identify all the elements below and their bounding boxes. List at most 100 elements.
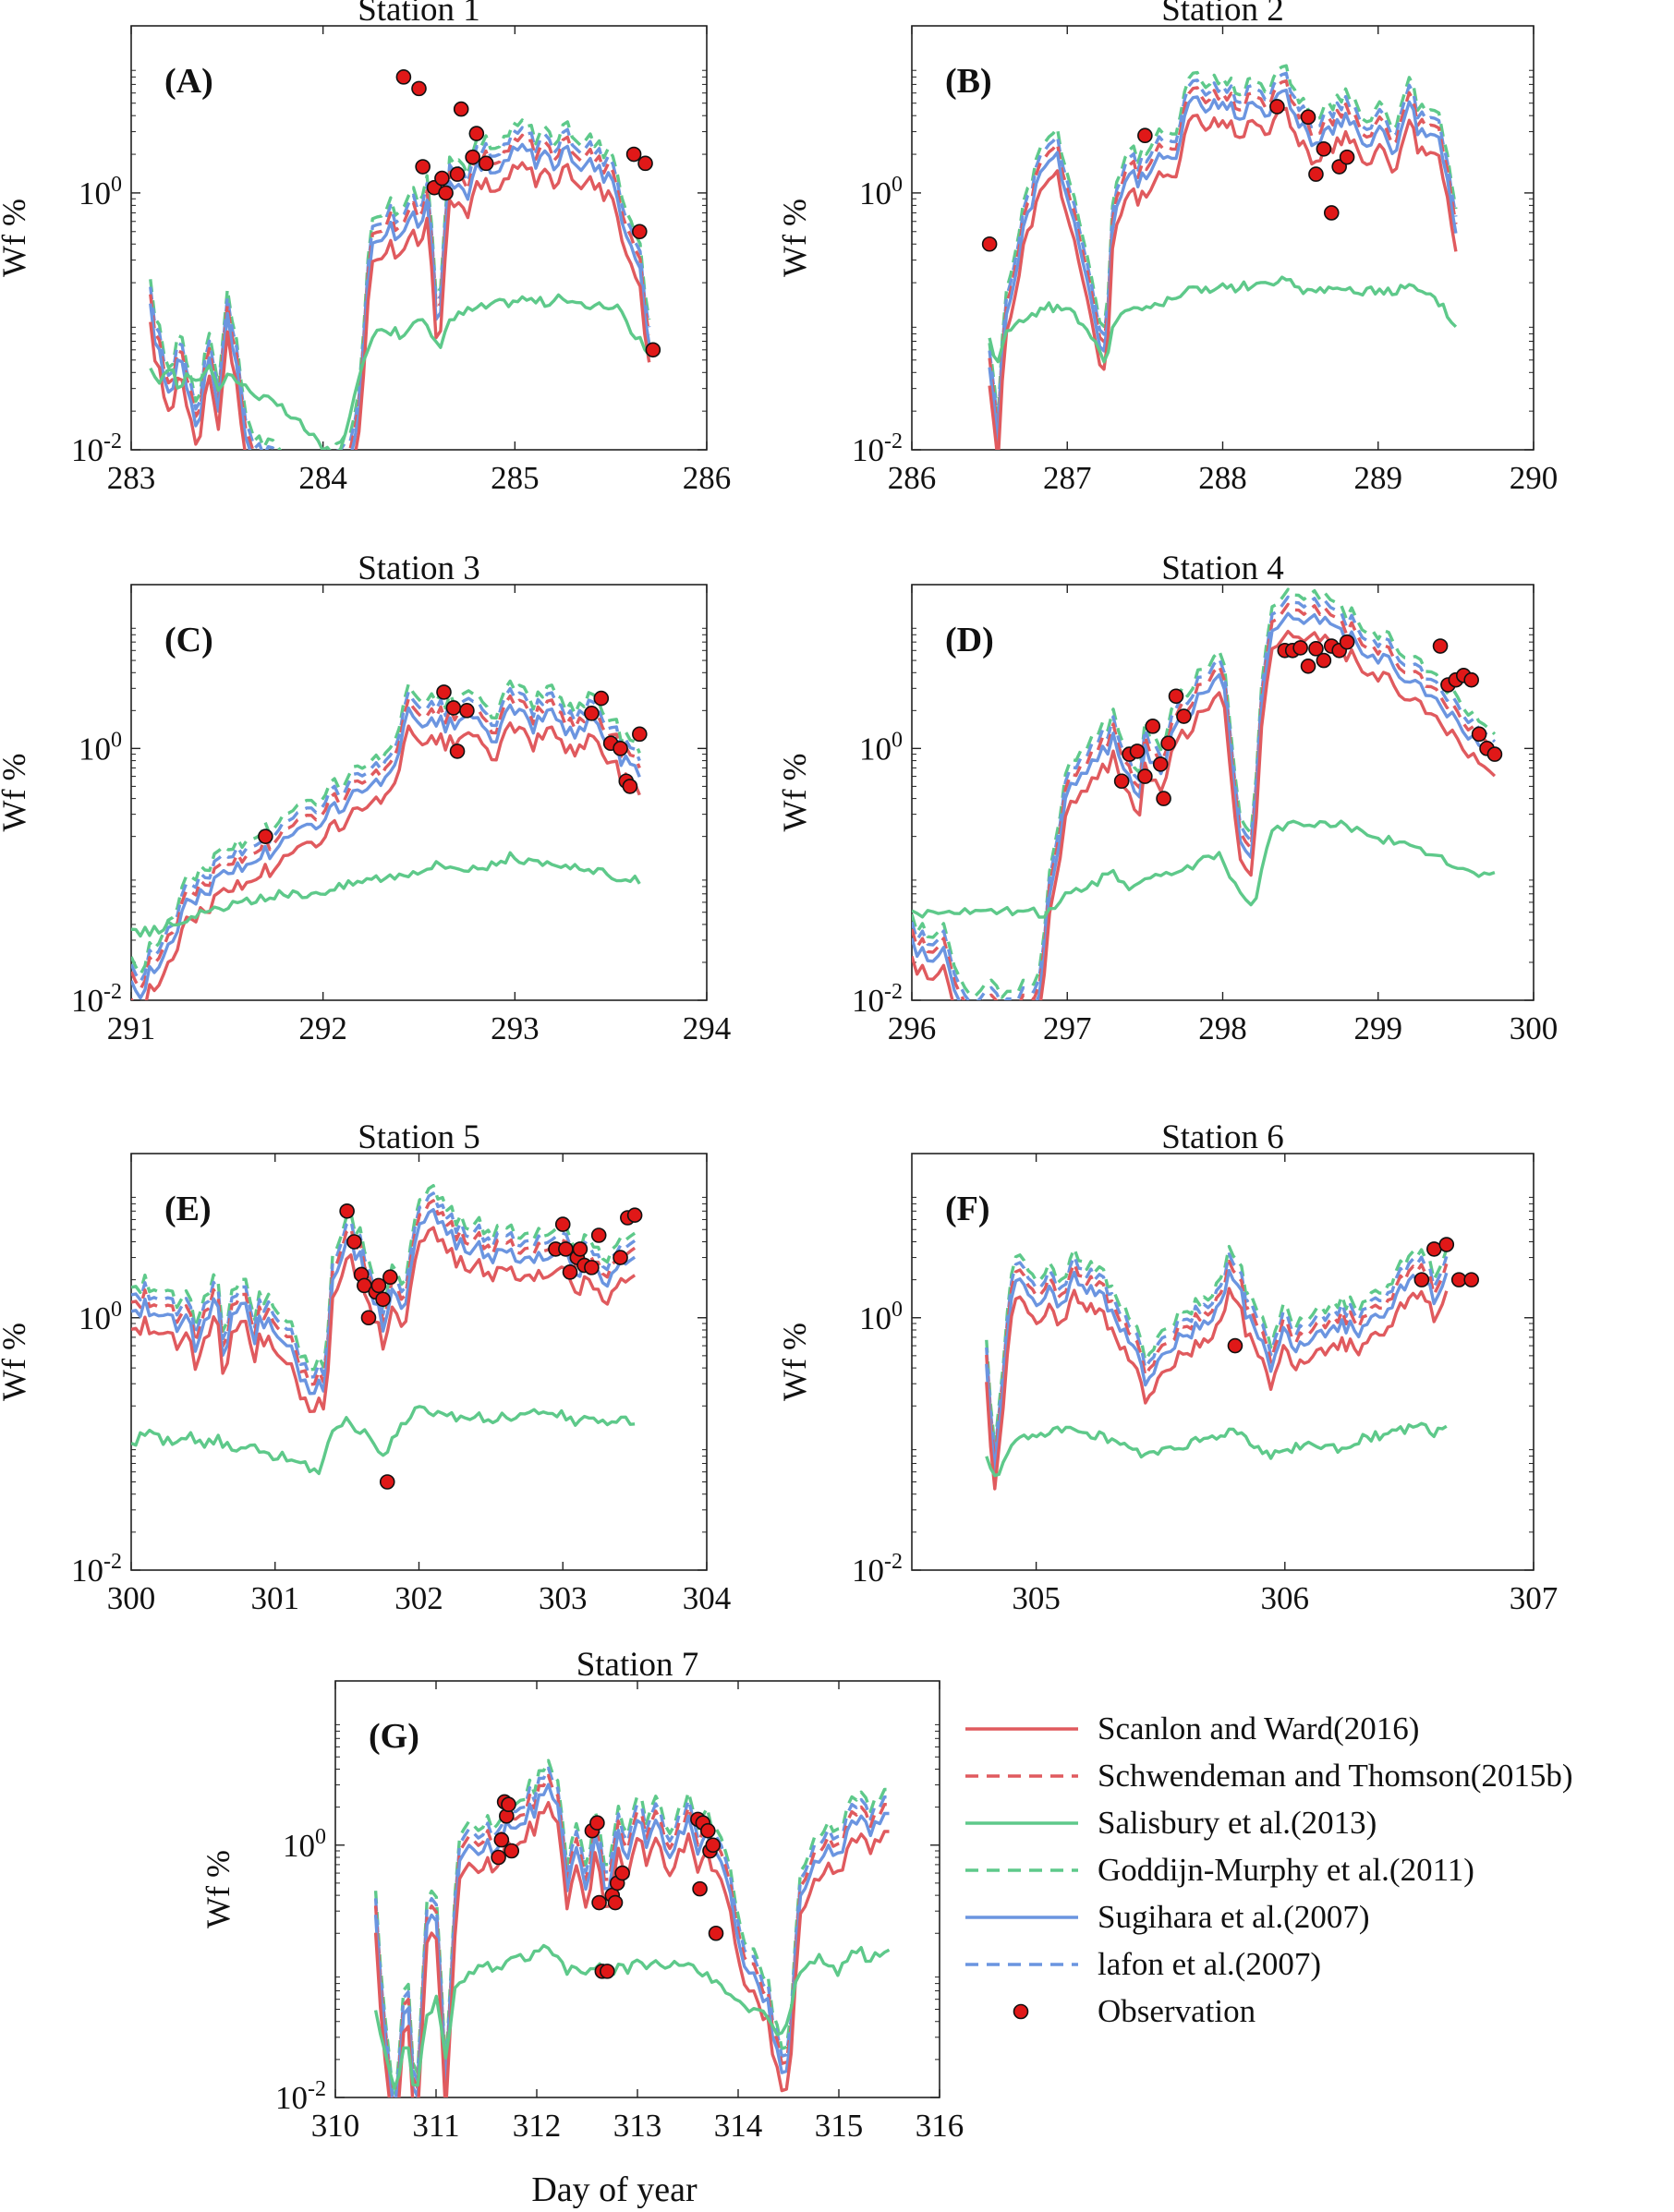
observation-point [415,159,431,175]
series-lines [912,587,1503,1000]
axes-frame [130,584,708,1001]
observation-point [572,1241,588,1257]
observation-point [379,1474,395,1490]
panel-label: (E) [164,1190,212,1228]
observation-point [438,185,454,201]
observation-point [436,684,452,700]
y-axis-label: Wf % [200,1850,237,1928]
x-tick-label: 286 [683,460,732,496]
series-lafon [149,126,651,450]
observation-point [478,155,494,172]
observation-point [449,743,466,759]
x-tick-label: 296 [888,1010,937,1046]
series-lines [131,679,648,1000]
observation-point [434,170,450,187]
series-lafon [912,595,1497,1000]
x-tick-label: 292 [298,1010,347,1046]
observation-point [1316,652,1332,669]
y-tick-label: 10-2 [852,429,903,468]
observation-point [1308,166,1324,182]
legend-entry-salisbury: Salisbury et al.(2013) [965,1805,1377,1841]
series-salisbury [985,1421,1448,1478]
x-tick-label: 291 [107,1010,156,1046]
series-salisbury [131,851,641,938]
series-goddijn [988,64,1458,421]
observation-point [1438,1237,1455,1252]
series-goddijn [373,1759,890,2097]
observation-point [503,1843,520,1859]
series-lafon [131,686,641,984]
observation-point [1156,791,1171,806]
y-tick-label: 10-2 [275,2077,326,2116]
series-goddijn [149,118,651,450]
chart-title: Station 1 [358,0,480,29]
series-goddijn [912,587,1497,999]
chart-panel-7: 310 311 312 313 314 315 316 10-2 100 Station 7 (G)… [200,1646,964,2144]
chart-title: Station 3 [358,550,480,587]
series-sugihara [988,88,1458,445]
legend-entry-sugihara: Sugihara et al.(2007) [965,1899,1370,1935]
x-tick-label: 297 [1043,1010,1092,1046]
observation-point [705,1837,722,1854]
y-tick-label: 10-2 [71,429,122,468]
panel-label: (G) [369,1717,419,1756]
observation-point [562,1264,578,1280]
series-lines [373,1759,891,2097]
legend-label: Salisbury et al.(2013) [1098,1805,1377,1841]
observation-point [1471,726,1487,743]
observation-point [1413,1272,1430,1287]
x-tick-label: 284 [298,460,347,496]
observation-point [1323,205,1340,221]
panel-label: (C) [164,621,213,659]
legend-entry-goddijn: Goddijn-Murphy et al.(2011) [965,1852,1474,1888]
observation-point [1176,708,1192,724]
chart-title: Station 5 [358,1118,480,1156]
observation-point [593,690,610,707]
x-tick-label: 289 [1354,460,1403,496]
observation-point [493,1831,510,1848]
series-scanlon [131,721,641,1000]
series-sugihara [985,1268,1449,1473]
series-salisbury [373,1943,891,2090]
observation-point [339,1203,355,1219]
observation-point [346,1234,362,1250]
axes-frame [911,1153,1534,1571]
observation-point [501,1796,516,1813]
observation-point [1432,638,1449,654]
y-tick-label: 10-2 [852,1550,903,1589]
axes-frame [911,25,1534,451]
observation-point [465,149,480,165]
observation-point [708,1925,724,1941]
observation-point [1463,671,1479,688]
series-scanlon [131,1226,637,1413]
observation-point [589,1815,605,1831]
observation-point [1269,99,1285,115]
y-tick-label: 100 [283,1825,326,1864]
observation-point [607,1894,624,1911]
series-schwendeman [985,1260,1449,1464]
chart-title: Station 4 [1161,550,1284,587]
series-sugihara [131,703,641,1000]
x-tick-label: 306 [1261,1580,1310,1616]
y-axis-label: Wf % [0,1323,32,1401]
chart-title: Station 7 [576,1646,699,1684]
legend-marker [1013,2003,1029,2020]
y-tick-label: 100 [859,173,903,212]
observation-point [1160,735,1176,752]
chart-panel-6: 305 306 307 10-2 100 Station 6 (F) Wf % [776,1118,1558,1616]
x-tick-label: 312 [513,2108,562,2144]
observation-point [1339,634,1355,650]
series-scanlon [988,106,1458,450]
observation-point [1137,127,1153,144]
observation-point [1300,659,1316,674]
y-tick-label: 100 [79,728,122,767]
series-schwendeman [912,602,1497,1000]
series-sugihara [373,1783,890,2097]
y-tick-label: 10-2 [71,1550,122,1589]
observation-point [692,1880,708,1897]
series-lines [149,69,661,450]
y-tick-label: 100 [79,173,122,212]
y-axis-label: Wf % [776,754,813,832]
series-goddijn [985,1244,1449,1449]
